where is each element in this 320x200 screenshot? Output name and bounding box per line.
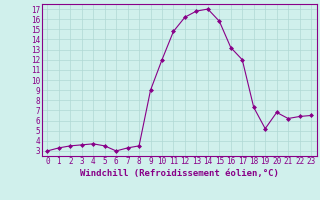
- X-axis label: Windchill (Refroidissement éolien,°C): Windchill (Refroidissement éolien,°C): [80, 169, 279, 178]
